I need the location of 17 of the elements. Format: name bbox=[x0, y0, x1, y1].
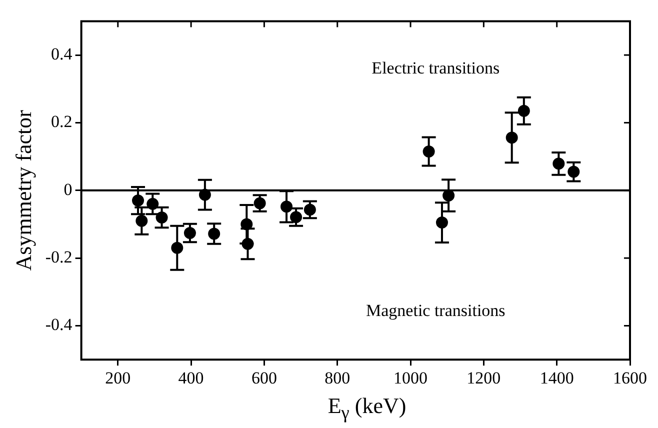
x-tick-label: 600 bbox=[251, 368, 277, 388]
x-tick-label: 800 bbox=[324, 368, 350, 388]
x-tick-label: 1000 bbox=[394, 368, 428, 388]
annotation: Magnetic transitions bbox=[366, 301, 506, 320]
annotation: Electric transitions bbox=[372, 58, 500, 78]
y-tick-label: 0.4 bbox=[51, 44, 73, 64]
x-tick-label: 400 bbox=[178, 368, 204, 388]
y-axis-title: Asymmetry factor bbox=[10, 109, 36, 271]
y-tick-label: -0.2 bbox=[45, 248, 72, 267]
x-tick-label: 1400 bbox=[540, 368, 574, 388]
y-tick-label: 0.2 bbox=[51, 112, 72, 132]
x-tick-label: 200 bbox=[105, 368, 131, 388]
x-axis-title: E$_{γ}$ (keV) bbox=[326, 392, 408, 424]
x-tick-label: 1600 bbox=[613, 368, 647, 388]
y-tick-label: -0.4 bbox=[45, 315, 73, 334]
y-tick-label: 0 bbox=[64, 180, 72, 199]
x-tick-label: 1200 bbox=[466, 368, 501, 388]
